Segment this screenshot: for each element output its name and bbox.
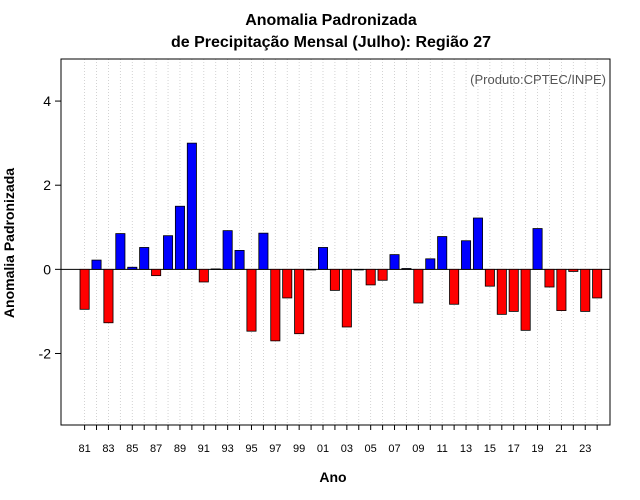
- grid-lines: [84, 59, 598, 425]
- x-tick-label: 09: [412, 443, 424, 455]
- bar-02: [329, 268, 340, 291]
- bar-24: [592, 268, 603, 299]
- x-axis-title: Ano: [319, 469, 346, 485]
- bar-03: [341, 268, 352, 328]
- x-tick-label: 93: [222, 443, 234, 455]
- bar-96: [258, 232, 269, 270]
- bar-05: [365, 268, 376, 286]
- x-tick-label: 03: [341, 443, 353, 455]
- plot-frame: [60, 58, 611, 426]
- x-axis: 81 83 85 87 89 91 93 95 97 99 01 03 05 07 09 11 13 15 17 19…: [78, 425, 598, 455]
- bar-91: [198, 268, 209, 283]
- bar-86: [139, 247, 150, 270]
- y-axis-title: Anomalia Padronizada: [1, 168, 17, 318]
- bar-13: [461, 240, 472, 270]
- y-axis: -2 0 2 4: [39, 93, 61, 361]
- bar-99: [294, 268, 305, 335]
- x-tick-label: 99: [293, 443, 305, 455]
- bar-21: [556, 268, 567, 311]
- x-tick-label: 01: [317, 443, 329, 455]
- x-tick-label: 89: [174, 443, 186, 455]
- bar-08: [401, 268, 412, 270]
- x-tick-label: 91: [198, 443, 210, 455]
- x-tick-label: 11: [436, 443, 447, 455]
- bar-07: [389, 254, 400, 270]
- bar-83: [103, 268, 114, 324]
- x-tick-label: 13: [460, 443, 472, 455]
- bar-04: [353, 268, 364, 271]
- y-tick-label: 4: [43, 93, 51, 109]
- bar-84: [115, 233, 126, 270]
- bar-11: [437, 236, 448, 270]
- x-tick-label: 07: [388, 443, 400, 455]
- bar-88: [163, 235, 174, 270]
- bar-98: [282, 268, 293, 299]
- bar-20: [544, 268, 555, 288]
- bar-85: [127, 266, 138, 270]
- bar-06: [377, 268, 388, 281]
- bar-94: [234, 250, 245, 270]
- y-tick-label: 2: [43, 177, 51, 193]
- bar-15: [484, 268, 495, 287]
- bar-93: [222, 230, 233, 270]
- bars: [79, 142, 603, 342]
- credit-label: (Produto:CPTEC/INPE): [470, 72, 606, 87]
- x-tick-label: 05: [365, 443, 377, 455]
- x-tick-label: 83: [102, 443, 114, 455]
- x-tick-label: 19: [531, 443, 543, 455]
- bar-19: [532, 228, 543, 270]
- bar-09: [413, 268, 424, 304]
- x-tick-label: 15: [484, 443, 496, 455]
- bar-10: [425, 258, 436, 270]
- bar-12: [449, 268, 460, 305]
- x-tick-label: 95: [245, 443, 257, 455]
- bar-97: [270, 268, 281, 342]
- chart-title: Anomalia Padronizada: [245, 12, 417, 29]
- bar-90: [186, 142, 197, 270]
- y-tick-label: 0: [43, 261, 51, 277]
- x-tick-label: 81: [78, 443, 90, 455]
- bar-22: [568, 268, 579, 272]
- x-tick-label: 17: [508, 443, 520, 455]
- x-tick-label: 97: [269, 443, 281, 455]
- x-tick-label: 21: [555, 443, 567, 455]
- bar-87: [151, 268, 162, 277]
- bar-16: [496, 268, 507, 315]
- bar-18: [520, 268, 531, 331]
- x-tick-label: 87: [150, 443, 162, 455]
- bar-81: [79, 268, 90, 310]
- chart-subtitle: de Precipitação Mensal (Julho): Região 2…: [171, 34, 491, 51]
- bar-14: [472, 217, 483, 270]
- bar-82: [91, 259, 102, 270]
- y-tick-label: -2: [39, 345, 52, 361]
- bar-23: [580, 268, 591, 312]
- bar-01: [317, 247, 328, 270]
- bar-17: [508, 268, 519, 312]
- bar-95: [246, 268, 257, 332]
- x-tick-label: 85: [126, 443, 138, 455]
- x-tick-label: 23: [579, 443, 591, 455]
- bar-92: [210, 268, 221, 270]
- bar-89: [174, 205, 185, 270]
- bar-00: [306, 268, 317, 271]
